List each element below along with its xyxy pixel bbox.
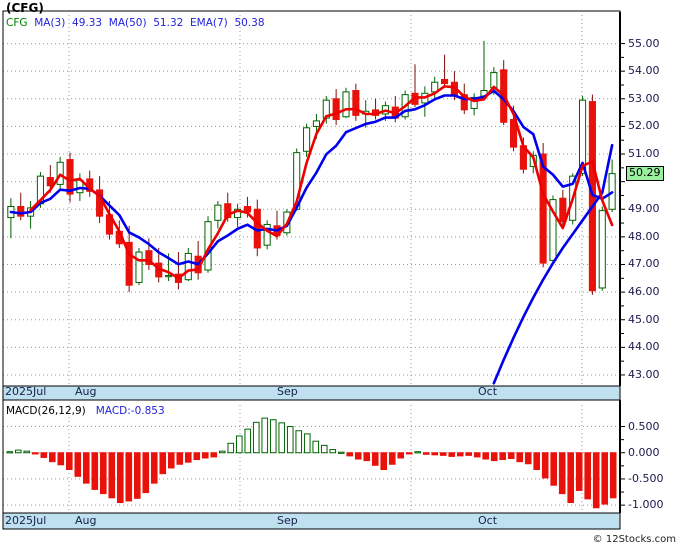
- candlestick-series: [7, 40, 616, 295]
- legend-ma50-value: 51.32: [153, 17, 184, 29]
- macd-legend: MACD(26,12,9) MACD:-0.853: [6, 405, 165, 417]
- x-axis-label: Aug: [75, 385, 97, 398]
- y-axis-label: 54.00: [628, 64, 660, 78]
- legend-ema7-label: EMA(7): [190, 17, 228, 29]
- legend-ma3-value: 49.33: [72, 17, 103, 29]
- last-price-badge: 50.29: [626, 165, 664, 181]
- y-axis-label: 48.00: [628, 229, 660, 243]
- y-axis-label: 53.00: [628, 91, 660, 105]
- watermark: © 12Stocks.com: [592, 534, 676, 545]
- y-axis-label: 46.00: [628, 285, 660, 299]
- y-axis-label: 51.00: [628, 147, 660, 161]
- x-axis-label: Oct: [478, 385, 498, 398]
- y-axis-label: 45.00: [628, 312, 660, 326]
- y-axis-label: 49.00: [628, 202, 660, 216]
- legend-symbol: CFG: [6, 17, 28, 29]
- macd-x-axis-label: 2025Jul: [5, 514, 47, 527]
- macd-grid: [3, 405, 620, 513]
- price-grid: [3, 15, 620, 386]
- macd-y-axis-label: -1.000: [628, 498, 664, 512]
- legend-ma3-label: MA(3): [34, 17, 66, 29]
- y-axis-label: 52.00: [628, 119, 660, 133]
- macd-y-axis-label: -0.500: [628, 471, 664, 485]
- legend-macd-label: MACD(26,12,9): [6, 405, 86, 417]
- y-axis-label: 44.00: [628, 340, 660, 354]
- y-axis-label: 47.00: [628, 257, 660, 271]
- macd-axis-frame: [2, 399, 625, 530]
- macd-x-axis-label: Sep: [277, 514, 298, 527]
- legend-ema7-value: 50.38: [234, 17, 265, 29]
- legend-macd-value: MACD:-0.853: [95, 405, 165, 417]
- macd-y-axis-label: 0.500: [628, 419, 660, 433]
- legend-ma50-label: MA(50): [108, 17, 147, 29]
- macd-y-axis-label: 0.000: [628, 445, 660, 459]
- page-title: (CFG): [6, 1, 44, 15]
- macd-x-axis-label: Oct: [478, 514, 498, 527]
- y-axis-label: 55.00: [628, 36, 660, 50]
- x-axis-label: 2025Jul: [5, 385, 47, 398]
- macd-x-axis-label: Aug: [75, 514, 97, 527]
- moving-average-lines: [9, 85, 614, 385]
- price-axis-frame: [2, 10, 625, 401]
- macd-histogram: [6, 417, 617, 509]
- y-axis-label: 43.00: [628, 367, 660, 381]
- price-legend: CFG MA(3) 49.33 MA(50) 51.32 EMA(7) 50.3…: [6, 17, 265, 29]
- x-axis-label: Sep: [277, 385, 298, 398]
